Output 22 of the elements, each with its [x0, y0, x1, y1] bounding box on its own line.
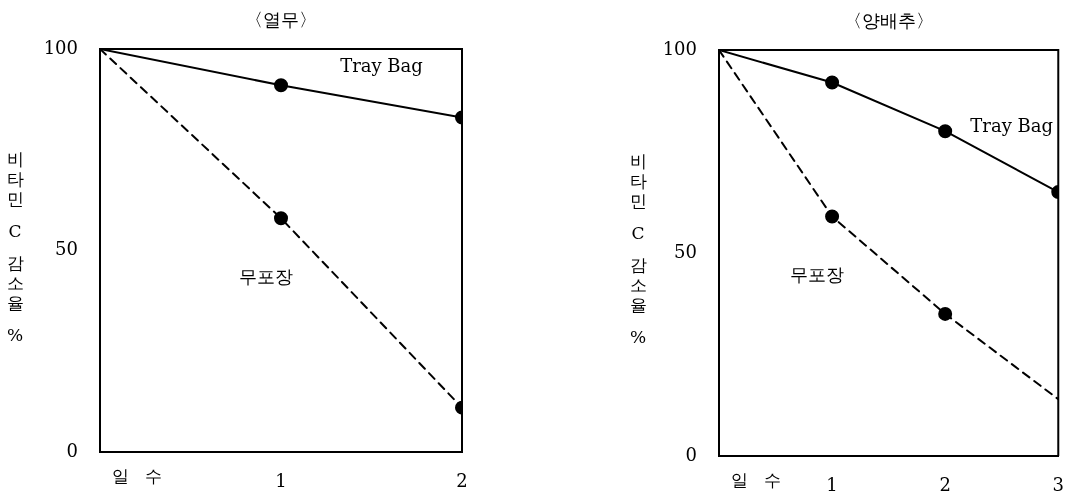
series-label: 무포장	[239, 265, 293, 287]
chart-title: 〈열무〉	[245, 8, 317, 30]
chart-title: 〈양배추〉	[843, 9, 934, 31]
x-tick-label: 2	[939, 474, 951, 493]
y-tick-label: 0	[66, 439, 78, 461]
y-tick-label: 0	[685, 443, 697, 465]
x-axis-title: 일 수	[112, 466, 163, 487]
series-label: 무포장	[790, 264, 845, 286]
y-tick-label: 50	[674, 240, 697, 262]
y-tick-label: 100	[662, 37, 697, 59]
series-label: Tray Bag	[970, 115, 1054, 137]
y-axis-title: 비타민 C 감소율 %	[629, 151, 647, 348]
series-label: Tray Bag	[340, 55, 423, 77]
x-tick-label: 1	[275, 470, 287, 492]
x-tick-label: 1	[826, 474, 838, 493]
x-tick-label: 3	[1052, 474, 1064, 493]
x-axis-title: 일 수	[731, 470, 782, 491]
point	[938, 306, 953, 321]
y-tick-label: 100	[43, 36, 78, 58]
y-axis-title: 비타민 C 감소율 %	[6, 148, 24, 345]
x-tick-label: 2	[456, 470, 468, 492]
y-tick-label: 50	[55, 238, 78, 260]
